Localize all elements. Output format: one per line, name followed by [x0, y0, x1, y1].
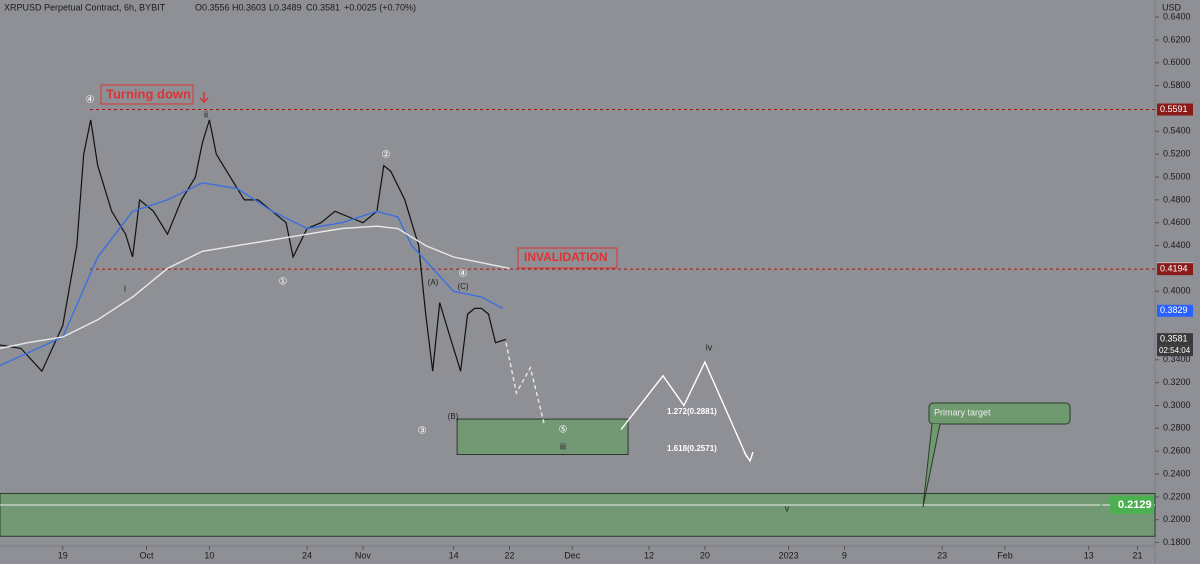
price-line	[0, 119, 507, 373]
y-unit: USD	[1162, 2, 1182, 12]
y-tick-label: 0.5200	[1163, 149, 1191, 159]
target-label: 0.2129	[1118, 499, 1152, 511]
countdown-bg	[1157, 345, 1193, 357]
turning-box	[100, 84, 194, 105]
ohlc-value: +0.0025 (+0.70%)	[344, 2, 416, 12]
y-tick-label: 0.3000	[1163, 400, 1191, 410]
annotation: iv	[706, 342, 713, 352]
x-tick-label: Nov	[355, 550, 372, 560]
target-pointer	[1099, 495, 1113, 507]
x-tick-label: Oct	[140, 550, 155, 560]
x-tick-label: 9	[842, 550, 847, 560]
y-tick-label: 0.4400	[1163, 240, 1191, 250]
price-label: 0.3581	[1160, 334, 1188, 344]
annotation: i	[124, 283, 126, 293]
y-tick-label: 0.5800	[1163, 80, 1191, 90]
zone	[0, 492, 1156, 537]
x-tick-label: 23	[937, 550, 947, 560]
annotation: iii	[560, 441, 566, 451]
ohlc-value: H0.3603	[232, 2, 266, 12]
zone	[456, 418, 629, 456]
annotation: 1.618(0.2571)	[667, 444, 717, 453]
x-tick-label: 13	[1084, 550, 1094, 560]
y-tick-label: 0.4000	[1163, 286, 1191, 296]
x-tick-label: 24	[302, 550, 312, 560]
annotation: ①	[279, 277, 288, 288]
annotation: v	[785, 503, 790, 513]
annotation: (A)	[428, 278, 439, 287]
x-tick-label: 20	[700, 550, 710, 560]
annotation: ③	[418, 426, 427, 437]
primary-target-box	[928, 402, 1071, 425]
annotation: INVALIDATION	[524, 250, 608, 264]
ohlc-value: L0.3489	[269, 2, 302, 12]
y-tick-label: 0.6200	[1163, 34, 1191, 44]
ohlc-value: C0.3581	[306, 2, 340, 12]
price-line	[0, 182, 503, 367]
price-label: 0.3829	[1160, 305, 1188, 315]
x-tick-label: Dec	[564, 550, 581, 560]
x-tick-label: 2023	[779, 550, 799, 560]
annotation: 1.272(0.2881)	[667, 407, 717, 416]
projection-arrow	[743, 451, 754, 463]
annotation: ④	[86, 95, 95, 106]
annotation: Primary target	[934, 407, 991, 417]
y-tick-label: 0.5000	[1163, 171, 1191, 181]
target-label-bg	[1110, 495, 1154, 514]
y-tick-label: 0.2400	[1163, 468, 1191, 478]
x-tick-label: 22	[504, 550, 514, 560]
price-label: 0.4194	[1160, 263, 1188, 273]
y-tick-label: 0.1800	[1163, 537, 1191, 547]
x-tick-label: 19	[58, 550, 68, 560]
y-tick-label: 0.2600	[1163, 446, 1191, 456]
y-tick-label: 0.3400	[1163, 354, 1191, 364]
annotation: ii	[204, 109, 208, 119]
turning-arrow	[199, 92, 209, 104]
x-tick-label: 12	[644, 550, 654, 560]
y-tick-label: 0.3200	[1163, 377, 1191, 387]
price-label-bg	[1157, 333, 1193, 346]
y-tick-label: 0.5400	[1163, 126, 1191, 136]
y-tick-label: 0.4600	[1163, 217, 1191, 227]
countdown: 02:54:04	[1159, 346, 1191, 355]
annotation: (B)	[448, 412, 459, 421]
primary-target-pointer	[922, 423, 941, 508]
x-tick-label: Feb	[997, 550, 1013, 560]
price-line	[0, 225, 510, 350]
annotation: Turning down	[106, 86, 191, 101]
annotation: (C)	[457, 282, 468, 291]
price-label-bg	[1157, 103, 1193, 116]
annotation: ④	[459, 269, 468, 280]
annotation: ⑤	[559, 425, 568, 436]
y-tick-label: 0.2800	[1163, 423, 1191, 433]
invalidation-box	[517, 247, 618, 269]
x-tick-label: 21	[1133, 550, 1143, 560]
y-tick-label: 0.4800	[1163, 194, 1191, 204]
price-label-bg	[1157, 304, 1193, 317]
annotation: ②	[382, 150, 391, 161]
price-label-bg	[1157, 263, 1193, 276]
chart-title: XRPUSD Perpetual Contract, 6h, BYBIT	[4, 2, 166, 12]
y-tick-label: 0.2200	[1163, 491, 1191, 501]
y-tick-label: 0.6000	[1163, 57, 1191, 67]
y-tick-label: 0.2000	[1163, 514, 1191, 524]
price-label: 0.5591	[1160, 104, 1188, 114]
ohlc-value: O0.3556	[195, 2, 230, 12]
x-tick-label: 10	[204, 550, 214, 560]
x-tick-label: 14	[449, 550, 459, 560]
y-tick-label: 0.6400	[1163, 12, 1191, 22]
price-line	[505, 342, 546, 426]
price-line	[620, 360, 748, 458]
